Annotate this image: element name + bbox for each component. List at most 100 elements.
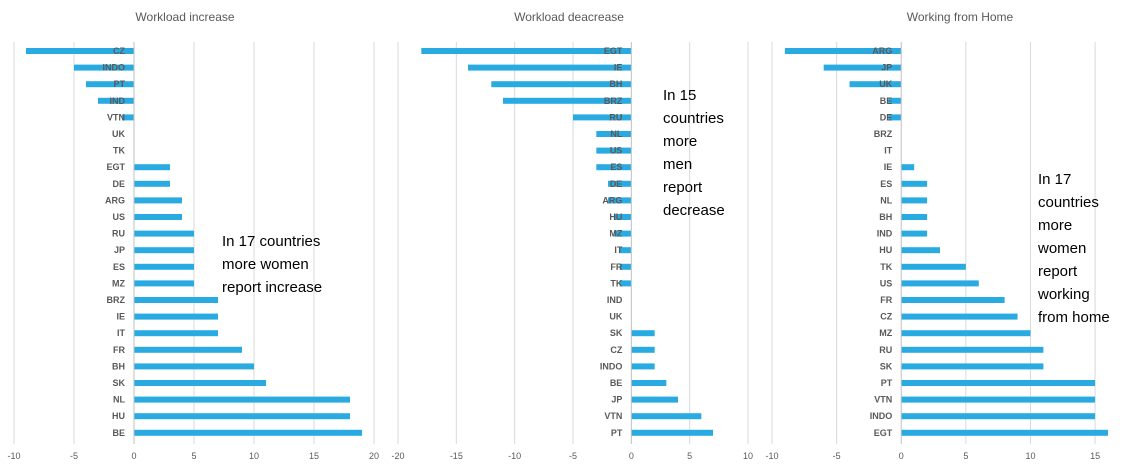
category-label: JP <box>114 245 125 255</box>
category-label: IND <box>877 229 893 239</box>
bar-be <box>134 429 362 436</box>
category-label: ES <box>113 262 125 272</box>
bar-brz <box>134 297 218 303</box>
annotation-workload-decrease: In 15 countries more men report decrease <box>663 87 725 219</box>
category-label: ES <box>610 162 622 172</box>
category-label: EGT <box>874 428 893 438</box>
bar-sk <box>631 330 655 337</box>
chart-title: Workload increase <box>135 10 234 24</box>
bar-hu <box>901 247 940 254</box>
bar-arg <box>134 197 182 204</box>
category-label: RU <box>112 229 125 239</box>
x-tick-label: 20 <box>369 451 379 461</box>
x-tick-label: -10 <box>508 451 521 461</box>
category-label: BRZ <box>107 295 126 305</box>
bar-vtn <box>122 114 134 121</box>
bar-mz <box>901 330 1031 337</box>
category-label: BH <box>609 79 622 89</box>
category-label: UK <box>879 79 892 89</box>
annotation-workload-increase: In 17 countries more women report increa… <box>222 233 323 296</box>
bar-es <box>901 180 928 187</box>
x-tick-label: -20 <box>391 451 404 461</box>
category-label: BE <box>610 378 623 388</box>
bar-vtn <box>901 396 1096 403</box>
category-label: IE <box>116 312 125 322</box>
bar-ru <box>134 230 194 237</box>
x-tick-label: -5 <box>70 451 78 461</box>
bar-uk <box>849 81 902 88</box>
bar-ru <box>573 114 632 121</box>
bar-cz <box>901 313 1018 320</box>
category-label: ES <box>880 179 892 189</box>
category-label: CZ <box>880 312 892 322</box>
bar-de <box>888 114 902 121</box>
category-label: SK <box>610 328 623 338</box>
category-label: FR <box>113 345 125 355</box>
category-label: HU <box>112 411 125 421</box>
category-label: EGT <box>604 46 623 56</box>
category-label: TK <box>880 262 892 272</box>
bar-arg <box>784 48 902 54</box>
x-tick-label: -5 <box>569 451 577 461</box>
category-label: DE <box>880 112 893 122</box>
category-label: VTN <box>874 395 892 405</box>
category-label: BE <box>880 96 893 106</box>
category-label: BH <box>112 361 125 371</box>
bar-us <box>901 280 979 287</box>
bar-ind <box>901 230 928 237</box>
category-label: ARG <box>105 195 125 205</box>
chart-panel-workload-increase: CZ INDO PT IND VTN UK TK EGT DE ARG US RU JP ES MZ BRZ I… <box>7 10 379 461</box>
bar-it <box>619 247 632 254</box>
category-label: US <box>610 146 623 156</box>
bar-nl <box>596 131 632 137</box>
category-label: PT <box>881 378 893 388</box>
category-label: HU <box>879 245 892 255</box>
bar-sk <box>134 380 266 386</box>
category-label: MZ <box>609 229 622 239</box>
x-tick-label: 15 <box>1090 451 1100 461</box>
bar-cz <box>631 346 655 353</box>
category-label: BRZ <box>604 96 623 106</box>
category-label: INDO <box>103 63 126 73</box>
category-label: UK <box>609 312 622 322</box>
category-label: IE <box>614 63 623 73</box>
category-label: IT <box>614 245 623 255</box>
category-label: INDO <box>870 411 893 421</box>
x-tick-label: 15 <box>309 451 319 461</box>
x-tick-label: 5 <box>963 451 968 461</box>
x-tick-label: -10 <box>765 451 778 461</box>
category-label: IND <box>110 96 126 106</box>
x-tick-label: 5 <box>687 451 692 461</box>
bar-egt <box>901 429 1108 436</box>
chart-title: Workload deacrease <box>514 10 624 24</box>
bar-es <box>134 263 194 270</box>
category-label: BH <box>879 212 892 222</box>
category-label: US <box>112 212 125 222</box>
category-label: UK <box>112 129 125 139</box>
category-label: SK <box>880 361 893 371</box>
bar-indo <box>74 64 134 71</box>
bar-bh <box>491 81 632 88</box>
category-label: IT <box>117 328 126 338</box>
bar-pt <box>631 429 713 436</box>
chart-panel-working-from-home: ARG JP UK BE DE BRZ IT IE ES NL BH IND HU TK US FR CZ MZ R… <box>765 10 1108 461</box>
bar-vtn <box>631 413 702 420</box>
category-label: TK <box>113 146 125 156</box>
category-label: CZ <box>113 46 125 56</box>
bar-it <box>134 330 218 337</box>
bar-fr <box>901 297 1005 303</box>
bar-be <box>631 380 667 386</box>
category-label: NL <box>610 129 622 139</box>
bar-egt <box>134 164 170 171</box>
x-tick-label: 10 <box>743 451 753 461</box>
bar-fr <box>619 263 632 270</box>
category-label: ARG <box>872 46 892 56</box>
bar-brz <box>503 97 632 104</box>
bar-mz <box>613 230 632 237</box>
category-label: US <box>880 278 893 288</box>
category-label: INDO <box>600 361 623 371</box>
category-label: MZ <box>879 328 892 338</box>
category-label: NL <box>880 195 892 205</box>
category-label: RU <box>879 345 892 355</box>
bar-jp <box>134 247 194 254</box>
